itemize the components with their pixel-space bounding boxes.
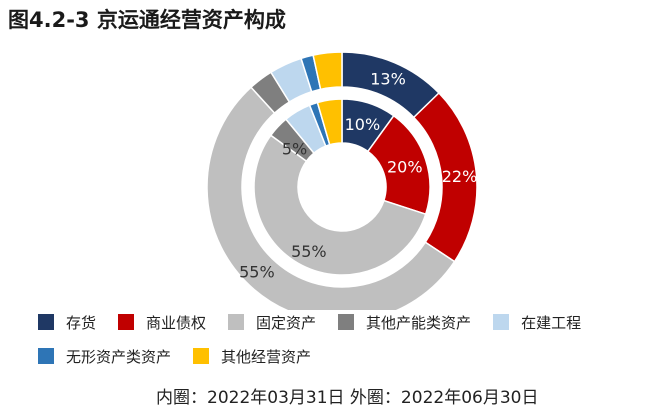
legend-swatch xyxy=(493,314,510,330)
slice-inner-2 xyxy=(253,134,427,276)
legend-item-2: 固定资产 xyxy=(228,312,316,332)
legend-swatch xyxy=(338,314,355,330)
legend-label: 在建工程 xyxy=(521,313,582,332)
data-label-inner-4: 5% xyxy=(282,140,307,159)
legend-swatch xyxy=(193,348,210,364)
legend-item-4: 在建工程 xyxy=(493,312,581,332)
legend-label: 其他经营资产 xyxy=(221,347,312,366)
slice-outer-2 xyxy=(206,86,456,310)
legend-swatch xyxy=(38,314,54,330)
data-label-outer-1: 22% xyxy=(442,167,478,186)
legend-swatch xyxy=(228,314,245,330)
legend-item-5: 无形资产类资产 xyxy=(38,346,171,366)
data-label-outer-2: 55% xyxy=(239,263,275,282)
legend-swatch xyxy=(118,314,135,330)
slice-outer-6 xyxy=(312,51,343,91)
legend-item-0: 存货 xyxy=(38,312,96,332)
legend-label: 固定资产 xyxy=(256,313,317,332)
legend-item-3: 其他产能类资产 xyxy=(338,312,471,332)
data-label-inner-1: 20% xyxy=(387,158,423,177)
data-label-inner-2: 55% xyxy=(291,242,327,261)
data-label-outer-0: 13% xyxy=(370,69,406,88)
chart-title: 图4.2-3 京运通经营资产构成 xyxy=(8,8,286,32)
legend-label: 商业债权 xyxy=(146,313,207,332)
legend-label: 无形资产类资产 xyxy=(66,347,172,366)
data-label-inner-0: 10% xyxy=(345,115,381,134)
legend-item-6: 其他经营资产 xyxy=(193,346,311,366)
donut-chart: 10% 20% 55% 5% 13% 22% 55% xyxy=(206,51,478,310)
legend-label: 其他产能类资产 xyxy=(366,313,472,332)
legend-item-1: 商业债权 xyxy=(118,312,206,332)
slice-inner-6 xyxy=(316,98,343,146)
footnote: 内圈：2022年03月31日 外圈：2022年06月30日 xyxy=(156,388,539,408)
legend: 存货 商业债权 固定资产 其他产能类资产 在建工程无形资产类资产 其他经营资产 xyxy=(38,312,658,366)
legend-label: 存货 xyxy=(66,313,97,332)
legend-swatch xyxy=(38,348,54,364)
